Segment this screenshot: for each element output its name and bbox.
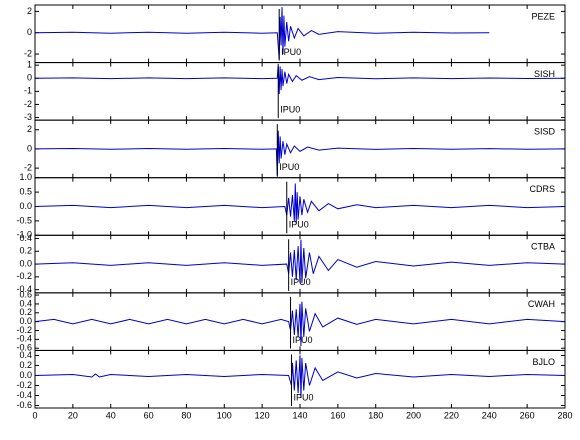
pick-label: IPU0 — [279, 162, 299, 172]
trace — [34, 355, 566, 399]
x-tick-label: 40 — [106, 410, 116, 420]
y-tick-label: -0.2 — [16, 271, 32, 281]
trace — [34, 130, 566, 177]
pick-label: IPU0 — [281, 47, 301, 57]
x-tick-label: 80 — [181, 410, 191, 420]
y-tick-label: 0.0 — [19, 258, 32, 268]
station-name: SISH — [534, 69, 555, 79]
trace — [34, 63, 566, 94]
trace — [34, 7, 490, 60]
station-name: PEZE — [531, 11, 555, 21]
x-tick-label: 260 — [520, 410, 535, 420]
y-tick-label: 0.4 — [19, 350, 32, 360]
x-tick-label: 20 — [68, 410, 78, 420]
y-tick-label: -2 — [24, 48, 32, 58]
y-tick-label: 0.5 — [19, 186, 32, 196]
pick-label: IPU0 — [293, 335, 313, 345]
x-tick-label: 140 — [292, 410, 307, 420]
pick-label: IPU0 — [293, 392, 313, 402]
y-tick-label: 0.2 — [19, 307, 32, 317]
y-tick-label: -0.4 — [16, 390, 32, 400]
y-tick-label: 0.6 — [19, 289, 32, 299]
y-tick-label: -0.4 — [16, 334, 32, 344]
y-tick-label: -2 — [24, 99, 32, 109]
y-tick-label: 0.4 — [19, 233, 32, 243]
y-tick-label: -0.6 — [16, 343, 32, 353]
x-tick-label: 240 — [482, 410, 497, 420]
station-name: BJLO — [532, 357, 555, 367]
trace — [34, 301, 566, 347]
x-tick-label: 60 — [144, 410, 154, 420]
station-name: CDRS — [529, 184, 555, 194]
y-tick-label: -0.2 — [16, 380, 32, 390]
y-tick-label: -2 — [24, 162, 32, 172]
y-tick-label: 2 — [27, 6, 32, 16]
y-tick-label: 0.2 — [19, 246, 32, 256]
y-tick-label: -1 — [24, 86, 32, 96]
y-tick-label: 0 — [27, 73, 32, 83]
pick-label: IPU0 — [289, 220, 309, 230]
y-tick-label: 0.2 — [19, 360, 32, 370]
y-tick-label: -1.0 — [16, 230, 32, 240]
trace — [34, 183, 566, 224]
x-tick-label: 180 — [368, 410, 383, 420]
y-tick-label: -0.5 — [16, 215, 32, 225]
x-tick-label: 220 — [444, 410, 459, 420]
trace — [34, 239, 566, 284]
y-tick-label: 1.0 — [19, 172, 32, 182]
y-tick-label: 0.0 — [19, 316, 32, 326]
station-name: SISD — [534, 127, 556, 137]
y-tick-label: -0.2 — [16, 325, 32, 335]
y-tick-label: -3 — [24, 112, 32, 122]
y-tick-label: 0 — [27, 143, 32, 153]
y-tick-label: 0.0 — [19, 370, 32, 380]
x-tick-label: 120 — [255, 410, 270, 420]
x-tick-label: 0 — [32, 410, 37, 420]
pick-label: IPU0 — [280, 105, 300, 115]
x-tick-label: 100 — [217, 410, 232, 420]
station-name: CWAH — [528, 299, 555, 309]
y-tick-label: 1 — [27, 60, 32, 70]
y-tick-label: -0.4 — [16, 284, 32, 294]
y-tick-label: 2 — [27, 124, 32, 134]
y-tick-label: 0.0 — [19, 201, 32, 211]
x-tick-label: 160 — [330, 410, 345, 420]
y-tick-label: 0 — [27, 27, 32, 37]
y-tick-label: 0.4 — [19, 298, 32, 308]
pick-label: IPU0 — [291, 277, 311, 287]
station-name: CTBA — [531, 242, 555, 252]
x-tick-label: 280 — [557, 410, 572, 420]
y-tick-label: -0.6 — [16, 400, 32, 410]
x-tick-label: 200 — [406, 410, 421, 420]
